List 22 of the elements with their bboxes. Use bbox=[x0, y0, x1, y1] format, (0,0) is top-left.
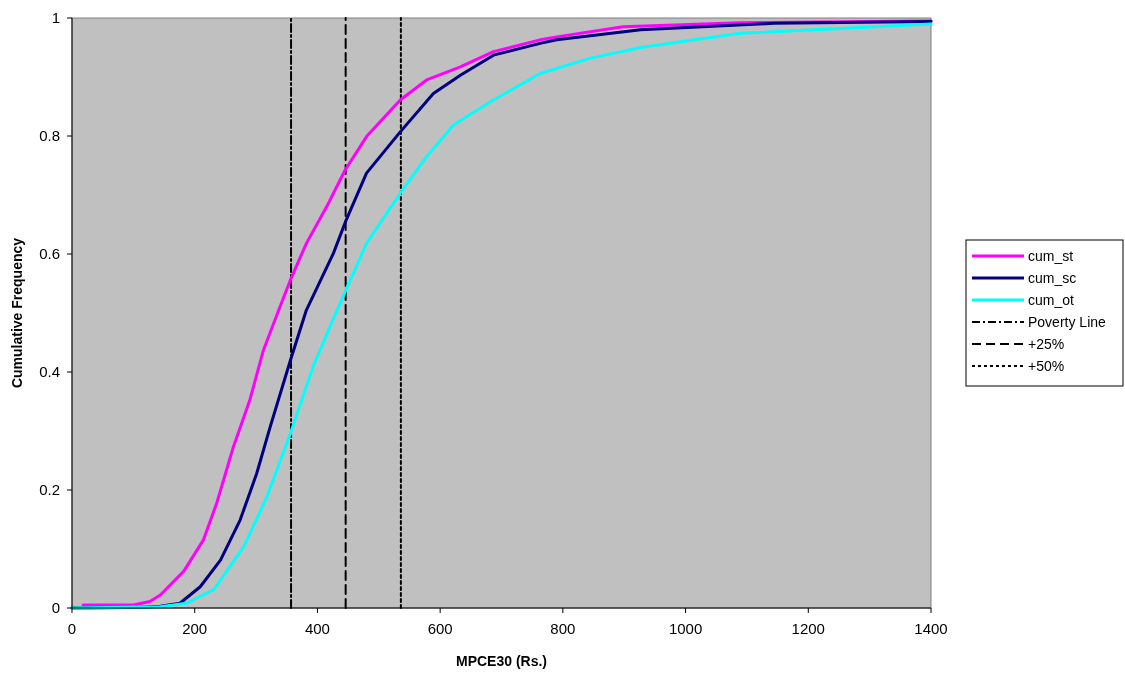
legend-label: Poverty Line bbox=[1028, 314, 1107, 330]
y-tick-label: 0.4 bbox=[39, 363, 60, 380]
y-tick-label: 1 bbox=[51, 9, 60, 26]
x-tick-label: 800 bbox=[550, 620, 576, 637]
legend-label: cum_sc bbox=[1028, 270, 1077, 286]
legend-label: cum_ot bbox=[1028, 292, 1075, 308]
y-tick-label: 0.6 bbox=[39, 245, 60, 262]
x-tick-label: 1400 bbox=[914, 620, 948, 637]
legend-label: +50% bbox=[1028, 358, 1065, 374]
y-tick-label: 0.8 bbox=[39, 127, 60, 144]
x-tick-label: 0 bbox=[67, 620, 77, 637]
y-tick-label: 0 bbox=[51, 599, 60, 616]
x-tick-label: 200 bbox=[182, 620, 208, 637]
x-tick-label: 600 bbox=[427, 620, 453, 637]
legend-label: +25% bbox=[1028, 336, 1065, 352]
y-axis-title: Cumulative Frequency bbox=[9, 237, 25, 389]
x-tick-label: 1000 bbox=[668, 620, 703, 637]
y-tick-label: 0.2 bbox=[39, 481, 60, 498]
x-tick-label: 400 bbox=[304, 620, 330, 637]
legend-label: cum_st bbox=[1028, 248, 1074, 264]
x-tick-label: 1200 bbox=[791, 620, 825, 637]
x-axis-title: MPCE30 (Rs.) bbox=[455, 653, 548, 669]
